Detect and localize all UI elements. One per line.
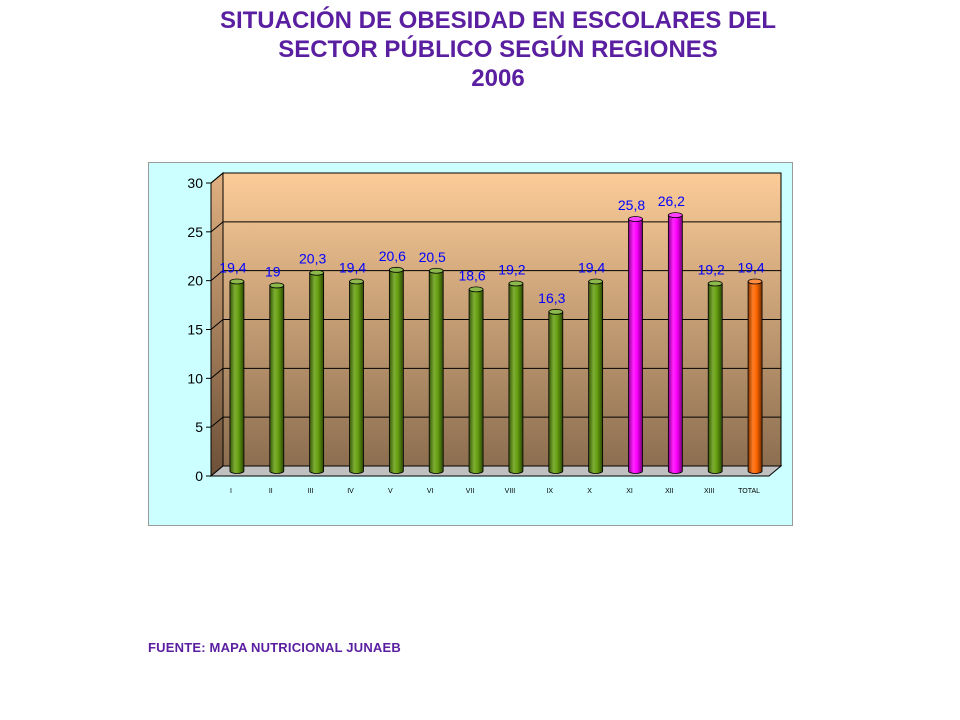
bar-top-vi bbox=[428, 267, 444, 274]
x-tick-label: VI bbox=[427, 488, 434, 495]
bar-xi bbox=[628, 218, 643, 474]
chart-title-line-2: SECTOR PÚBLICO SEGÚN REGIONES bbox=[278, 36, 718, 63]
bar-iv bbox=[349, 281, 364, 474]
data-label-xiii: 19,2 bbox=[698, 261, 725, 277]
data-label-ix: 16,3 bbox=[538, 290, 565, 306]
bar-chart: 0 5 10 15 20 25 30 19,4 I 19 II 20,3 III 19,4 IV 20,6 V 2… bbox=[187, 171, 783, 495]
bar-ii bbox=[269, 285, 285, 474]
bar-top-xiii bbox=[707, 280, 723, 287]
bar-xii bbox=[667, 214, 683, 474]
chart-title-line-3: 2006 bbox=[471, 65, 525, 92]
x-tick-label: XIII bbox=[704, 488, 715, 495]
data-label-xi: 25,8 bbox=[618, 197, 645, 213]
chart-area: 0 5 10 15 20 25 30 19,4 I 19 II 20,3 III 19,4 IV 20,6 V 2… bbox=[148, 162, 793, 526]
y-tick-label: 5 bbox=[195, 419, 203, 435]
bar-v bbox=[388, 269, 404, 474]
bar-top-xii bbox=[667, 212, 683, 219]
x-tick-label: XI bbox=[626, 488, 633, 495]
data-label-total: 19,4 bbox=[737, 260, 764, 276]
x-tick-label: IV bbox=[347, 488, 354, 495]
data-label-ii: 19 bbox=[265, 263, 281, 279]
chart-title: SITUACIÓN DE OBESIDAD EN ESCOLARES DEL S… bbox=[0, 6, 960, 93]
x-tick-label: II bbox=[269, 488, 273, 495]
y-tick-label: 30 bbox=[187, 175, 203, 191]
y-tick-label: 15 bbox=[187, 322, 203, 338]
data-label-i: 19,4 bbox=[219, 260, 246, 276]
bar-top-vii bbox=[468, 286, 484, 293]
bar-top-iii bbox=[309, 269, 325, 276]
y-tick-label: 0 bbox=[195, 468, 203, 484]
y-tick-label: 25 bbox=[187, 224, 203, 240]
data-label-viii: 19,2 bbox=[498, 261, 525, 277]
gridline bbox=[210, 270, 781, 282]
gridline bbox=[210, 172, 781, 184]
bar-top-ii bbox=[269, 282, 285, 289]
bar-top-xi bbox=[628, 216, 643, 222]
x-tick-label: I bbox=[230, 488, 232, 495]
data-label-iv: 19,4 bbox=[339, 260, 366, 276]
x-tick-label: TOTAL bbox=[738, 488, 760, 495]
bar-top-x bbox=[588, 278, 604, 285]
bar-top-viii bbox=[508, 280, 524, 287]
bar-total bbox=[747, 281, 763, 474]
bar-ix bbox=[548, 311, 564, 474]
y-tick-label: 10 bbox=[187, 370, 203, 386]
bar-x bbox=[588, 281, 604, 474]
bar-top-iv bbox=[349, 278, 364, 285]
x-tick-label: IX bbox=[546, 488, 553, 495]
bar-top-total bbox=[747, 278, 763, 285]
bar-top-v bbox=[388, 266, 404, 273]
x-tick-label: XII bbox=[665, 488, 674, 495]
data-label-iii: 20,3 bbox=[299, 251, 326, 267]
x-tick-label: X bbox=[587, 488, 592, 495]
data-label-v: 20,6 bbox=[379, 248, 406, 264]
source-note: FUENTE: MAPA NUTRICIONAL JUNAEB bbox=[148, 640, 401, 655]
bar-iii bbox=[309, 272, 325, 474]
data-label-vi: 20,5 bbox=[419, 249, 446, 265]
bar-viii bbox=[508, 283, 524, 474]
bar-vii bbox=[468, 288, 484, 474]
x-tick-label: V bbox=[388, 488, 393, 495]
bar-top-i bbox=[229, 278, 245, 285]
x-tick-label: VII bbox=[466, 488, 475, 495]
data-label-vii: 18,6 bbox=[458, 267, 485, 283]
chart-title-line-1: SITUACIÓN DE OBESIDAD EN ESCOLARES DEL bbox=[219, 7, 777, 34]
bar-i bbox=[229, 281, 245, 474]
gridline bbox=[210, 221, 781, 233]
x-tick-label: III bbox=[308, 488, 314, 495]
plot-floor bbox=[209, 465, 783, 477]
bar-xiii bbox=[707, 283, 723, 474]
y-tick-label: 20 bbox=[187, 273, 203, 289]
bar-vi bbox=[428, 270, 444, 474]
x-tick-label: VIII bbox=[505, 488, 516, 495]
bar-top-ix bbox=[548, 308, 564, 315]
data-label-xii: 26,2 bbox=[658, 193, 685, 209]
data-label-x: 19,4 bbox=[578, 260, 605, 276]
